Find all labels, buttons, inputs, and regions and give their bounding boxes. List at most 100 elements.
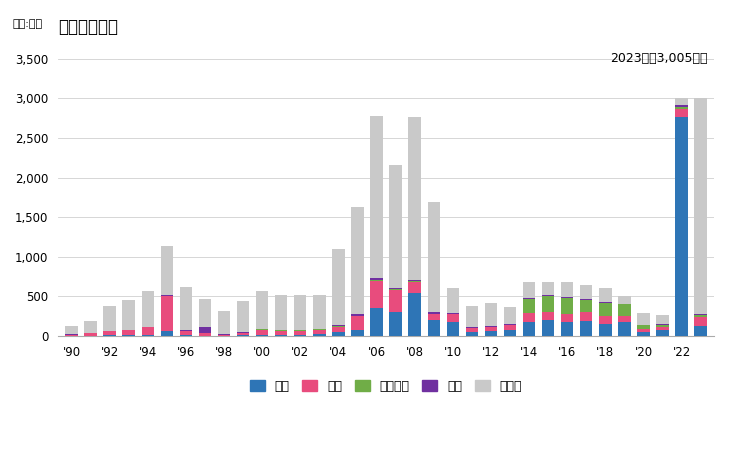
Bar	[237, 332, 249, 333]
Bar	[275, 296, 287, 329]
Bar	[695, 314, 707, 315]
Bar	[351, 316, 364, 330]
Bar	[160, 296, 173, 331]
Bar	[466, 327, 478, 328]
Bar	[370, 116, 383, 278]
Bar	[85, 321, 97, 333]
Bar	[294, 331, 306, 334]
Bar	[427, 314, 440, 320]
Bar	[294, 334, 306, 336]
Bar	[561, 314, 574, 322]
Bar	[542, 295, 554, 297]
Bar	[523, 297, 535, 299]
Bar	[523, 313, 535, 322]
Bar	[160, 246, 173, 295]
Bar	[313, 330, 326, 334]
Bar	[351, 314, 364, 315]
Bar	[179, 287, 192, 330]
Bar	[104, 331, 116, 335]
Text: 2023年：3,005トン: 2023年：3,005トン	[610, 51, 707, 64]
Bar	[618, 316, 631, 322]
Bar	[485, 331, 497, 336]
Bar	[351, 330, 364, 336]
Bar	[656, 327, 668, 330]
Bar	[447, 322, 459, 336]
Bar	[523, 282, 535, 297]
Bar	[656, 315, 668, 324]
Bar	[618, 297, 631, 304]
Bar	[408, 117, 421, 280]
Bar	[351, 315, 364, 316]
Bar	[695, 98, 707, 314]
Bar	[122, 330, 135, 335]
Bar	[179, 331, 192, 335]
Bar	[141, 327, 154, 328]
Bar	[389, 288, 402, 289]
Bar	[218, 335, 230, 336]
Bar	[179, 330, 192, 331]
Bar	[256, 292, 268, 329]
Bar	[408, 281, 421, 282]
Bar	[199, 299, 211, 327]
Bar	[160, 331, 173, 336]
Bar	[637, 312, 650, 325]
Bar	[256, 330, 268, 334]
Bar	[66, 326, 78, 334]
Bar	[675, 107, 687, 108]
Bar	[332, 325, 345, 326]
Bar	[427, 312, 440, 314]
Bar	[637, 329, 650, 332]
Bar	[695, 326, 707, 336]
Bar	[332, 248, 345, 325]
Bar	[599, 288, 612, 302]
Bar	[599, 303, 612, 316]
Bar	[389, 312, 402, 336]
Bar	[408, 292, 421, 336]
Bar	[542, 320, 554, 336]
Bar	[675, 108, 687, 117]
Bar	[675, 98, 687, 105]
Bar	[580, 284, 593, 299]
Bar	[599, 324, 612, 336]
Text: 輸出量の推移: 輸出量の推移	[58, 18, 118, 36]
Bar	[599, 302, 612, 303]
Bar	[542, 297, 554, 311]
Bar	[256, 334, 268, 336]
Bar	[675, 105, 687, 107]
Bar	[408, 280, 421, 281]
Bar	[618, 304, 631, 316]
Bar	[141, 334, 154, 336]
Bar	[370, 280, 383, 281]
Bar	[485, 328, 497, 331]
Bar	[332, 327, 345, 332]
Bar	[160, 295, 173, 296]
Bar	[294, 296, 306, 329]
Bar	[675, 117, 687, 336]
Bar	[599, 316, 612, 324]
Bar	[580, 299, 593, 301]
Bar	[351, 207, 364, 314]
Bar	[523, 322, 535, 336]
Bar	[122, 301, 135, 330]
Bar	[580, 321, 593, 336]
Bar	[275, 329, 287, 330]
Bar	[561, 298, 574, 314]
Bar	[580, 301, 593, 312]
Bar	[408, 282, 421, 292]
Bar	[466, 306, 478, 327]
Bar	[237, 333, 249, 335]
Bar	[199, 327, 211, 333]
Bar	[542, 311, 554, 320]
Bar	[104, 306, 116, 331]
Bar	[427, 202, 440, 312]
Bar	[504, 325, 516, 330]
Bar	[275, 334, 287, 336]
Bar	[466, 332, 478, 336]
Text: 単位:トン: 単位:トン	[12, 19, 42, 29]
Bar	[370, 278, 383, 280]
Bar	[466, 328, 478, 332]
Bar	[427, 320, 440, 336]
Bar	[447, 314, 459, 322]
Bar	[618, 322, 631, 336]
Bar	[637, 325, 650, 329]
